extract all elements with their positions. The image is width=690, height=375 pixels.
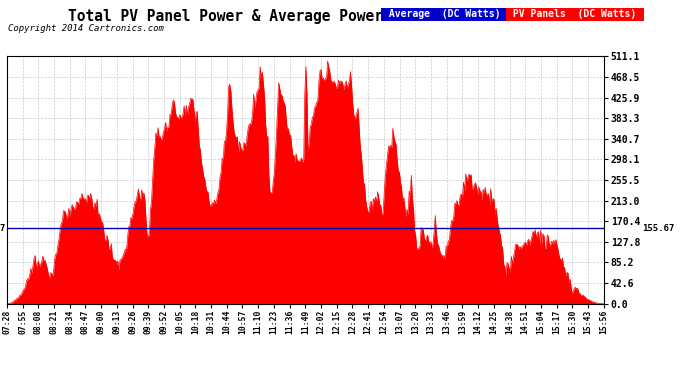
Text: PV Panels  (DC Watts): PV Panels (DC Watts) [507,9,642,20]
Text: Copyright 2014 Cartronics.com: Copyright 2014 Cartronics.com [8,24,164,33]
Text: Average  (DC Watts): Average (DC Watts) [383,9,506,20]
Text: Total PV Panel Power & Average Power  Tue Dec 9 16:03: Total PV Panel Power & Average Power Tue… [68,9,532,24]
Text: 155.67: 155.67 [642,224,674,233]
Text: 155.67: 155.67 [0,224,6,233]
